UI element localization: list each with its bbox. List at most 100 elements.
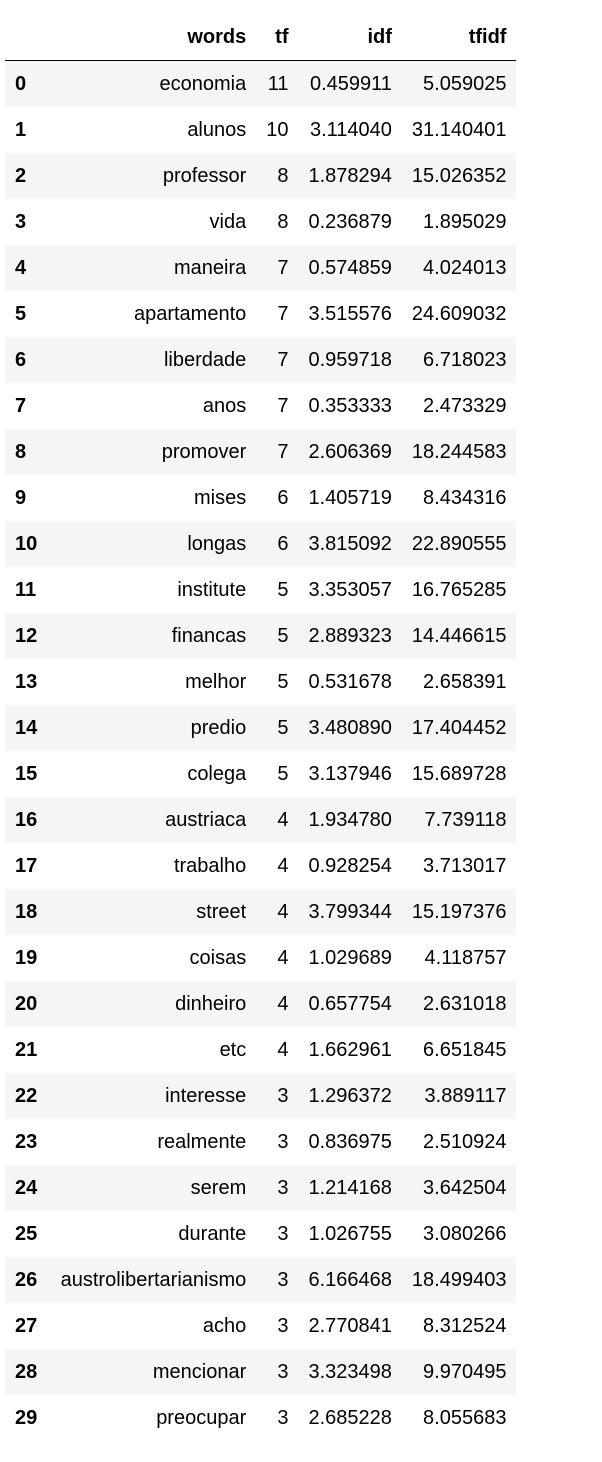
cell-tfidf: 3.713017 — [423, 855, 507, 877]
cell-tf: 7 — [277, 441, 289, 463]
cell-words: liberdade — [163, 349, 247, 371]
row-index: 18 — [15, 901, 38, 923]
cell-tf: 5 — [277, 763, 289, 785]
cell-tf: 3 — [277, 1407, 289, 1429]
cell-tfidf: 3.642504 — [423, 1177, 507, 1199]
row-index: 11 — [15, 579, 37, 601]
column-header-idf: idf — [298, 14, 402, 61]
cell-tf: 3 — [277, 1315, 289, 1337]
cell-words: professor — [162, 165, 247, 187]
cell-tf: 7 — [277, 303, 289, 325]
table-row: 17 trabalho 4 0.928254 3.713017 — [5, 843, 517, 889]
cell-tf: 5 — [277, 717, 289, 739]
cell-idf: 0.531678 — [308, 671, 392, 693]
cell-words: apartamento — [133, 303, 247, 325]
cell-tfidf: 14.446615 — [411, 625, 507, 647]
table-row: 25 durante 3 1.026755 3.080266 — [5, 1211, 517, 1257]
cell-tfidf: 8.055683 — [423, 1407, 507, 1429]
table-row: 10 longas 6 3.815092 22.890555 — [5, 521, 517, 567]
header-index-cell — [5, 14, 48, 61]
row-index: 16 — [15, 809, 38, 831]
cell-words: mises — [194, 487, 247, 509]
cell-idf: 2.889323 — [308, 625, 392, 647]
cell-words: interesse — [165, 1085, 247, 1107]
table-row: 8 promover 7 2.606369 18.244583 — [5, 429, 517, 475]
column-header-tfidf: tfidf — [401, 14, 517, 61]
cell-words: trabalho — [173, 855, 247, 877]
cell-tfidf: 2.510924 — [423, 1131, 507, 1153]
cell-tf: 3 — [277, 1223, 289, 1245]
cell-tfidf: 15.026352 — [411, 165, 507, 187]
table-body: 0 economia 11 0.459911 5.059025 1 alunos 10 3.11… — [5, 60, 517, 1441]
cell-tf: 5 — [277, 625, 289, 647]
table-row: 9 mises 6 1.405719 8.434316 — [5, 475, 517, 521]
cell-tfidf: 3.889117 — [424, 1085, 507, 1107]
cell-words: durante — [178, 1223, 247, 1245]
row-index: 0 — [15, 73, 27, 95]
row-index: 3 — [15, 211, 27, 233]
cell-words: melhor — [185, 671, 247, 693]
cell-tf: 3 — [277, 1177, 289, 1199]
table-row: 14 predio 5 3.480890 17.404452 — [5, 705, 517, 751]
row-index: 19 — [15, 947, 38, 969]
cell-words: coisas — [189, 947, 247, 969]
cell-tfidf: 1.895029 — [423, 211, 507, 233]
row-index: 26 — [15, 1269, 38, 1291]
cell-tf: 5 — [277, 671, 289, 693]
cell-tf: 7 — [277, 349, 289, 371]
table-row: 23 realmente 3 0.836975 2.510924 — [5, 1119, 517, 1165]
cell-idf: 1.878294 — [308, 165, 392, 187]
cell-tfidf: 2.473329 — [423, 395, 507, 417]
cell-tf: 10 — [266, 119, 289, 141]
cell-words: etc — [219, 1039, 247, 1061]
row-index: 23 — [15, 1131, 38, 1153]
row-index: 4 — [15, 257, 27, 279]
row-index: 15 — [15, 763, 38, 785]
cell-tf: 8 — [277, 211, 289, 233]
cell-words: mencionar — [152, 1361, 247, 1383]
cell-tfidf: 2.631018 — [423, 993, 507, 1015]
table-row: 21 etc 4 1.662961 6.651845 — [5, 1027, 517, 1073]
cell-tf: 3 — [277, 1269, 289, 1291]
cell-tfidf: 8.434316 — [423, 487, 507, 509]
row-index: 10 — [15, 533, 38, 555]
table-row: 5 apartamento 7 3.515576 24.609032 — [5, 291, 517, 337]
cell-words: promover — [161, 441, 247, 463]
cell-tfidf: 16.765285 — [411, 579, 507, 601]
row-index: 12 — [15, 625, 38, 647]
cell-words: realmente — [157, 1131, 247, 1153]
table-row: 6 liberdade 7 0.959718 6.718023 — [5, 337, 517, 383]
table-row: 20 dinheiro 4 0.657754 2.631018 — [5, 981, 517, 1027]
row-index: 20 — [15, 993, 38, 1015]
table-row: 12 financas 5 2.889323 14.446615 — [5, 613, 517, 659]
header-row: words tf idf tfidf — [5, 14, 517, 61]
cell-tfidf: 5.059025 — [423, 73, 507, 95]
cell-words: maneira — [173, 257, 247, 279]
cell-idf: 0.459911 — [309, 73, 392, 95]
table-row: 15 colega 5 3.137946 15.689728 — [5, 751, 517, 797]
cell-tf: 4 — [277, 809, 289, 831]
cell-idf: 3.815092 — [308, 533, 392, 555]
cell-idf: 3.137946 — [308, 763, 392, 785]
cell-idf: 0.836975 — [308, 1131, 392, 1153]
table-row: 19 coisas 4 1.029689 4.118757 — [5, 935, 517, 981]
cell-idf: 6.166468 — [308, 1269, 392, 1291]
cell-words: longas — [187, 533, 247, 555]
cell-idf: 1.026755 — [308, 1223, 392, 1245]
table-header: words tf idf tfidf — [5, 14, 517, 61]
cell-tfidf: 31.140401 — [411, 119, 507, 141]
cell-tfidf: 2.658391 — [423, 671, 507, 693]
table-row: 2 professor 8 1.878294 15.026352 — [5, 153, 517, 199]
table-row: 4 maneira 7 0.574859 4.024013 — [5, 245, 517, 291]
cell-idf: 0.353333 — [308, 395, 392, 417]
row-index: 29 — [15, 1407, 38, 1429]
cell-idf: 2.606369 — [308, 441, 392, 463]
cell-tf: 3 — [277, 1131, 289, 1153]
cell-idf: 1.662961 — [308, 1039, 392, 1061]
cell-idf: 0.574859 — [308, 257, 392, 279]
cell-tf: 4 — [277, 993, 289, 1015]
cell-words: predio — [190, 717, 247, 739]
cell-tf: 6 — [277, 487, 289, 509]
table-row: 1 alunos 10 3.114040 31.140401 — [5, 107, 517, 153]
cell-words: colega — [187, 763, 247, 785]
